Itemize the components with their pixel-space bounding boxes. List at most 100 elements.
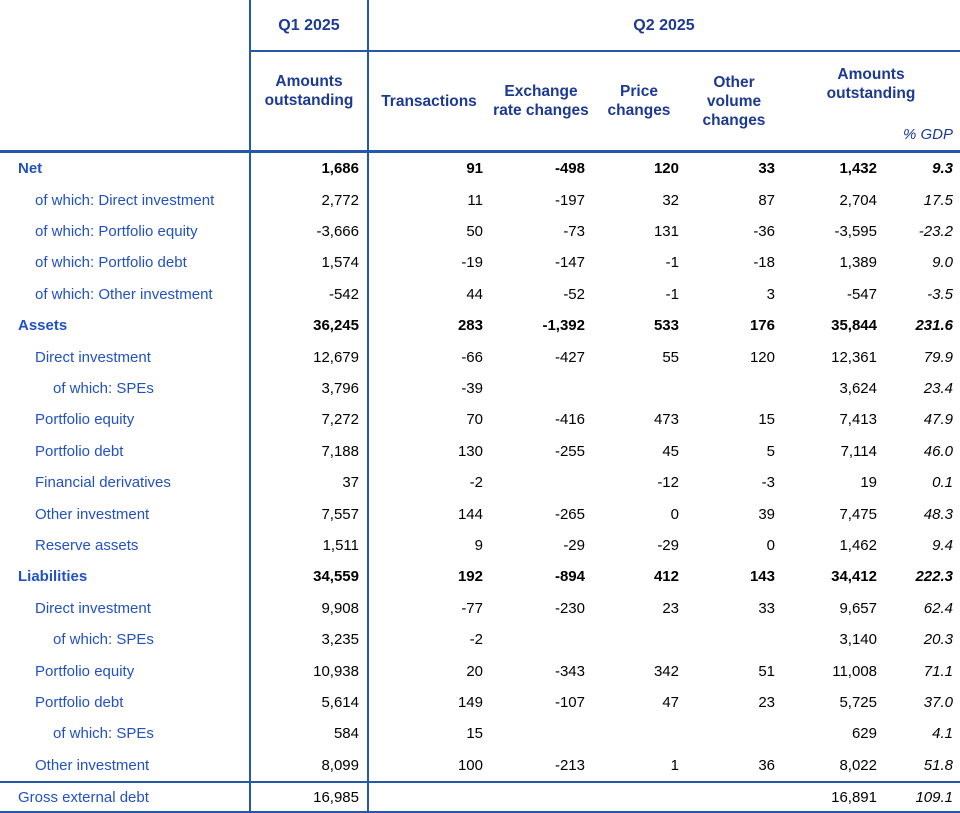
table-row: Liabilities 34,559 192 -894 412 143 34,4… [0,561,960,592]
cell-transactions: -66 [461,348,483,366]
cell-q1-amounts-outstanding: 7,188 [321,442,359,460]
cell-exchange-rate-changes: -230 [554,599,585,617]
cell-amounts-outstanding: 1,462 [839,536,877,554]
cell-transactions: -2 [469,474,483,492]
cell-amounts-outstanding: 629 [851,725,877,743]
cell-other-volume-changes: 3 [766,285,775,303]
cell-other-volume-changes: 51 [758,662,775,680]
cell-amounts-outstanding: 8,022 [839,756,877,774]
cell-other-volume-changes: 176 [749,317,775,335]
col-group-q2-2025: Q2 2025 [368,0,960,51]
cell-pct-gdp: 46.0 [923,442,953,460]
cell-other-volume-changes: 33 [758,599,775,617]
row-label: of which: Direct investment [35,191,215,209]
cell-pct-gdp: 9.3 [932,160,953,178]
cell-amounts-outstanding: 7,413 [839,411,877,429]
cell-q1-amounts-outstanding: 34,559 [313,568,359,586]
row-label: Other investment [35,756,150,774]
cell-transactions: -77 [461,599,483,617]
row-label: of which: Portfolio debt [35,254,187,272]
cell-pct-gdp: 37.0 [923,693,953,711]
cell-other-volume-changes: 15 [758,411,775,429]
cell-exchange-rate-changes: -427 [554,348,585,366]
cell-amounts-outstanding: 2,704 [839,191,877,209]
cell-q1-amounts-outstanding: 36,245 [313,317,359,335]
cell-amounts-outstanding: -547 [846,285,877,303]
cell-price-changes: 412 [653,568,679,586]
cell-price-changes: -29 [657,536,679,554]
cell-q1-amounts-outstanding: -542 [328,285,359,303]
table-row: of which: SPEs 3,235 -2 3,140 20.3 [0,624,960,655]
cell-other-volume-changes: 87 [758,191,775,209]
cell-other-volume-changes: 33 [758,160,775,178]
cell-q1-amounts-outstanding: 584 [333,725,359,743]
cell-q1-amounts-outstanding: 9,908 [321,599,359,617]
cell-q1-amounts-outstanding: 7,272 [321,411,359,429]
cell-q1-amounts-outstanding: 10,938 [313,662,359,680]
cell-pct-gdp: -23.2 [918,222,953,240]
cell-pct-gdp: -3.5 [927,285,953,303]
cell-amounts-outstanding: 1,389 [839,254,877,272]
table-row: Direct investment 12,679 -66 -427 55 120… [0,341,960,372]
table-row: Reserve assets 1,511 9 -29 -29 0 1,462 9… [0,530,960,561]
cell-amounts-outstanding: 16,891 [831,788,877,806]
q2-period-label: Q2 2025 [633,16,695,34]
table-row: Gross external debt 16,985 16,891 109.1 [0,783,960,811]
cell-amounts-outstanding: 11,008 [832,662,877,680]
row-label: Assets [18,317,68,335]
cell-exchange-rate-changes: -147 [554,254,585,272]
cell-amounts-outstanding: 7,114 [840,442,877,460]
cell-price-changes: 473 [653,411,679,429]
cell-transactions: 44 [466,285,483,303]
cell-q1-amounts-outstanding: 1,574 [321,254,359,272]
row-label: Portfolio debt [35,442,124,460]
table-row: of which: Portfolio debt 1,574 -19 -147 … [0,247,960,278]
cell-amounts-outstanding: 34,412 [831,568,877,586]
cell-pct-gdp: 231.6 [915,317,953,335]
cell-other-volume-changes: 39 [758,505,775,523]
cell-exchange-rate-changes: -343 [554,662,585,680]
row-label: of which: SPEs [53,725,154,743]
cell-other-volume-changes: -36 [753,222,775,240]
cell-exchange-rate-changes: -107 [554,693,585,711]
table-row: of which: Other investment -542 44 -52 -… [0,279,960,310]
cell-transactions: -19 [461,254,483,272]
cell-amounts-outstanding: 3,140 [839,631,877,649]
table-row: of which: SPEs 584 15 629 4.1 [0,718,960,749]
row-label: of which: SPEs [53,631,154,649]
col-header-pct-gdp: % GDP [902,126,953,143]
cell-price-changes: -1 [665,254,679,272]
cell-price-changes: 1 [670,756,679,774]
cell-price-changes: 47 [662,693,679,711]
table-row: Assets 36,245 283 -1,392 533 176 35,844 … [0,310,960,341]
cell-exchange-rate-changes: -498 [554,160,585,178]
col-header-q1-amounts-outstanding: Amounts outstanding [264,73,354,109]
cell-pct-gdp: 9.0 [932,254,953,272]
table-row: Portfolio debt 7,188 130 -255 45 5 7,114… [0,436,960,467]
cell-other-volume-changes: -18 [753,254,775,272]
cell-transactions: 11 [467,191,483,209]
col-header-other-volume-changes: Other volume changes [702,73,766,129]
cell-other-volume-changes: -3 [761,474,775,492]
row-label: Financial derivatives [35,474,171,492]
cell-pct-gdp: 47.9 [923,411,953,429]
cell-amounts-outstanding: 12,361 [831,348,877,366]
table-footer: Gross external debt 16,985 16,891 109.1 [0,783,960,811]
cell-price-changes: 0 [670,505,679,523]
cell-q1-amounts-outstanding: 16,985 [313,788,359,806]
cell-pct-gdp: 222.3 [915,568,953,586]
cell-exchange-rate-changes: -197 [554,191,585,209]
header-empty-label-col [0,52,250,150]
cell-pct-gdp: 0.1 [932,474,953,492]
cell-pct-gdp: 4.1 [932,725,953,743]
cell-other-volume-changes: 143 [749,568,775,586]
col-header-q2-amounts-outstanding: Amounts outstanding [826,66,916,102]
row-label: of which: Portfolio equity [35,222,198,240]
cell-amounts-outstanding: 19 [860,474,877,492]
table-row: of which: Portfolio equity -3,666 50 -73… [0,216,960,247]
cell-exchange-rate-changes: -1,392 [542,317,585,335]
cell-transactions: -2 [469,631,483,649]
cell-other-volume-changes: 5 [766,442,775,460]
cell-price-changes: -1 [665,285,679,303]
